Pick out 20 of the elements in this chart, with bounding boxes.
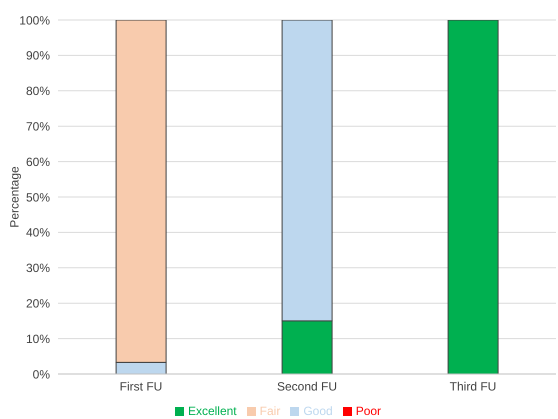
bar (448, 20, 499, 374)
y-tick-label: 20% (26, 296, 50, 310)
x-tick-label: Third FU (450, 380, 496, 394)
y-tick-label: 0% (32, 367, 50, 382)
y-tick-label: 100% (19, 13, 50, 28)
x-tick-label: Second FU (276, 380, 338, 394)
y-tick-label: 30% (26, 261, 50, 276)
y-tick-label: 60% (26, 154, 50, 169)
legend-label: Excellent (188, 404, 237, 418)
y-tick-label: 10% (26, 332, 50, 346)
y-tick-label: 40% (26, 226, 50, 240)
y-tick-label: 90% (26, 48, 50, 63)
y-tick-label: 50% (26, 190, 50, 204)
y-tick-label: 80% (26, 84, 50, 98)
legend-label: Good (303, 404, 333, 418)
y-axis-title: Percentage (7, 166, 22, 228)
legend-label: Poor (356, 404, 382, 418)
legend-label: Fair (260, 404, 280, 418)
y-tick-label: 70% (26, 119, 50, 134)
x-tick-label: First FU (120, 380, 162, 394)
